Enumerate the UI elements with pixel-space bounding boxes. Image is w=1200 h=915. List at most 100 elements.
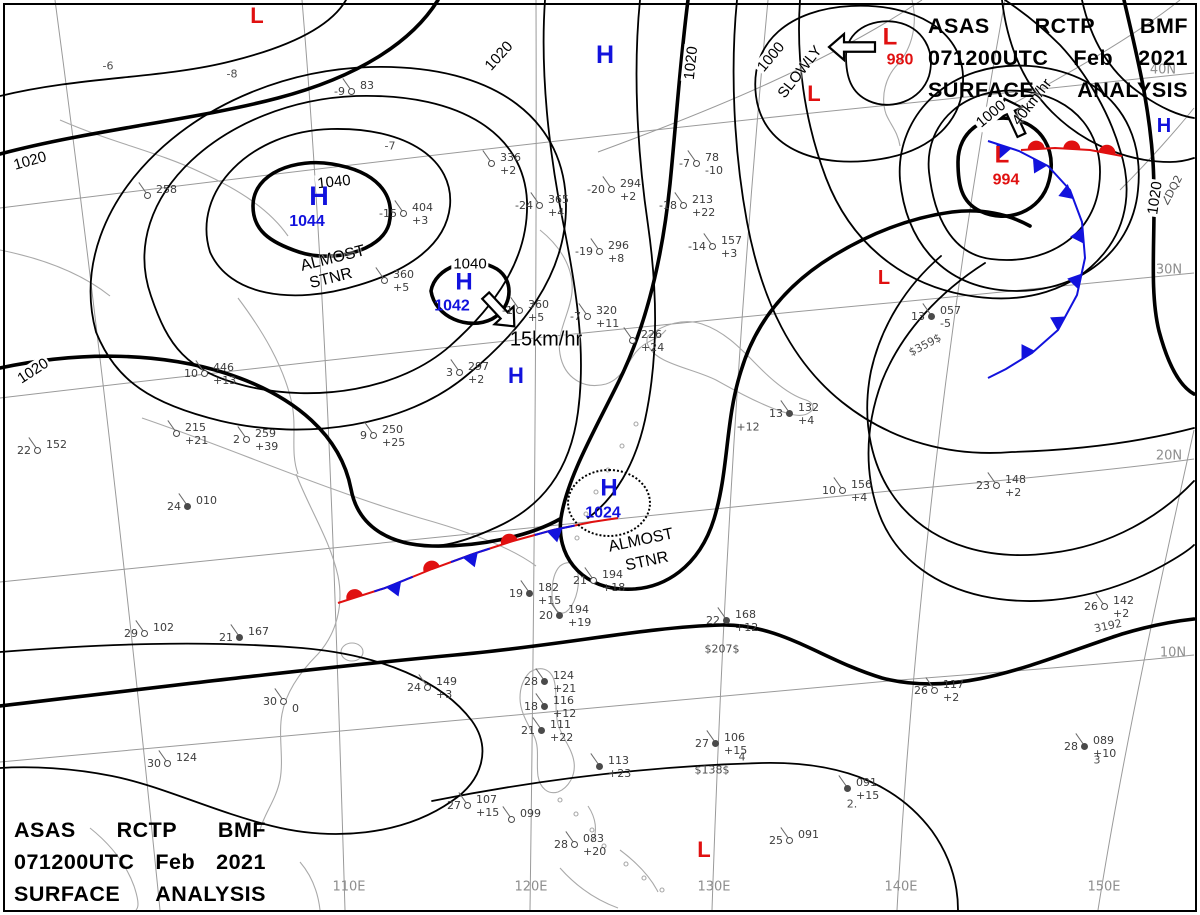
station-value: 089 [1093,734,1114,747]
station-value: 2 [233,433,240,446]
station-value: +22 [692,206,716,219]
station-circle-icon [608,186,615,193]
station-value: 22 [17,444,31,457]
station-note: $138$ [694,763,730,777]
station-value: +4 [798,414,815,427]
cold-front-triangle [1067,273,1082,290]
hollow-arrow-icon [480,290,516,328]
station-value: 116 [553,694,574,707]
cold-front-triangle [1058,183,1074,199]
station-circle-icon [141,630,148,637]
cold-front-triangle [1032,158,1048,174]
station-value: 21 [521,724,535,737]
station-note: +12 [736,420,760,434]
station-circle-icon [144,192,151,199]
station-circle-icon [184,503,191,510]
title-word: RCTP [116,818,178,842]
station-value: +11 [596,317,620,330]
station-note: 2. [846,797,858,811]
station-value: +2 [468,373,485,386]
station-circle-icon [280,698,287,705]
warm-front-semicircle [500,533,518,545]
title-line: 071200UTC Feb 2021 [928,46,1188,71]
station-value: 132 [798,401,819,414]
station-value: 21 [573,574,587,587]
station-circle-icon [786,410,793,417]
station-value: +19 [568,616,592,629]
station-value: +15 [538,594,562,607]
station-circle-icon [629,337,636,344]
longitude-label: 140E [884,879,918,895]
station-note: $207$ [704,642,740,656]
station-value: +10 [1093,747,1117,760]
station-circle-icon [928,313,935,320]
title-word: 2021 [1138,46,1188,70]
station-value: +8 [608,252,625,265]
station-value: 156 [851,478,872,491]
station-value: -19 [575,245,593,258]
station-circle-icon [723,617,730,624]
station-value: 107 [476,793,497,806]
pressure-value: 1042 [434,297,470,315]
warm-front-semicircle [346,589,363,601]
station-value: -5 [940,317,951,330]
title-word: BMF [217,818,266,842]
high-pressure-center: H [1157,116,1171,136]
station-circle-icon [680,202,687,209]
station-value: 18 [524,700,538,713]
cold-front-triangle [546,528,563,543]
station-circle-icon [243,436,250,443]
station-circle-icon [236,634,243,641]
pressure-letter: H [508,362,524,388]
station-value: +3 [436,688,453,701]
dotted-center-ring [567,469,651,537]
station-circle-icon [596,248,603,255]
station-value: 20 [539,609,553,622]
station-value: 250 [382,423,403,436]
pressure-letter: L [697,836,711,862]
station-value: +23 [608,767,632,780]
title-line: SURFACE ANALYSIS [928,78,1188,103]
hollow-arrow-icon [827,31,877,63]
station-value: 9 [360,429,367,442]
station-value: 24 [167,500,181,513]
pressure-value: 1044 [289,213,325,231]
cold-front-line [987,140,1087,379]
latitude-label: 10N [1159,645,1187,661]
station-value: 30 [263,695,277,708]
high-pressure-center: H 1042 [434,270,482,314]
pressure-letter: L [807,80,821,106]
station-value: +3 [721,247,738,260]
station-value: 446 [213,361,234,374]
latitude-label: 40N [1149,62,1177,78]
title-word: Feb [155,850,196,874]
title-block-bottom-left: ASAS RCTP BMF 071200UTC Feb 2021 SURFACE ANALYS… [14,818,266,914]
station-circle-icon [590,577,597,584]
station-value: -18 [659,199,677,212]
station-value: 106 [724,731,745,744]
pressure-value: 980 [886,51,914,69]
station-value: -24 [515,199,533,212]
station-value: -15 [379,207,397,220]
station-value: 13 [769,407,783,420]
station-value: 142 [1113,594,1134,607]
station-value: +20 [583,845,607,858]
station-value: +15 [724,744,748,757]
title-line: SURFACE ANALYSIS [14,882,266,907]
station-value: 27 [695,737,709,750]
title-word: 2021 [216,850,266,874]
station-value: 21 [219,631,233,644]
high-pressure-center: H 1024 [585,476,627,521]
station-value: -14 [688,240,706,253]
station-value: +4 [851,491,868,504]
station-circle-icon [464,802,471,809]
station-value: +5 [393,281,410,294]
station-circle-icon [370,432,377,439]
station-circle-icon [348,88,355,95]
station-value: +12 [553,707,577,720]
station-circle-icon [164,760,171,767]
station-value: +12 [735,621,759,634]
